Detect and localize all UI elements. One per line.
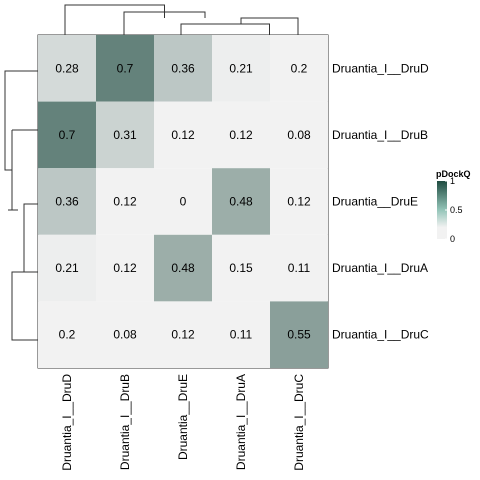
heatmap-cell [38, 168, 96, 235]
heatmap-cells [38, 35, 328, 368]
column-dendrogram-branch [240, 17, 299, 35]
heatmap-cell [212, 301, 270, 368]
heatmap-cell [96, 35, 154, 102]
column-dendrogram-branch [180, 23, 270, 35]
row-label: Druantia_I__DruD [332, 61, 429, 75]
legend-tick-label: 1 [450, 176, 455, 186]
heatmap-cell-value: 0.12 [171, 128, 195, 142]
heatmap-cell-value: 0.55 [287, 328, 311, 342]
heatmap-cell [154, 234, 212, 302]
row-label: Druantia_I__DruA [332, 261, 428, 275]
heatmap-cell-value: 0.12 [287, 195, 311, 209]
heatmap-cell [154, 101, 212, 169]
row-dendrogram [4, 70, 38, 341]
heatmap-cell-value: 0.11 [230, 328, 253, 342]
row-label: Druantia__DruE [332, 195, 418, 209]
heatmap-cell-value: 0.2 [59, 328, 76, 342]
heatmap-cell [38, 35, 96, 102]
heatmap-cell [38, 101, 96, 169]
column-label: Druantia_I__DruC [292, 374, 306, 471]
column-label: Druantia_I__DruD [60, 374, 74, 471]
heatmap-cell [270, 301, 328, 368]
heatmap-cell-value: 0.21 [55, 261, 79, 275]
heatmap-cell-value: 0.48 [229, 195, 253, 209]
heatmap-cell [154, 168, 212, 235]
heatmap-cell [96, 234, 154, 302]
heatmap-cell-value: 0.2 [291, 61, 308, 75]
column-dendrogram [64, 4, 299, 35]
heatmap-cell-value: 0.12 [113, 195, 137, 209]
heatmap-cell-value: 0.7 [59, 128, 76, 142]
row-label: Druantia_I__DruC [332, 328, 429, 342]
row-dendrogram-branch [4, 70, 38, 171]
heatmap-cell [96, 168, 154, 235]
heatmap-cell-value: 0.36 [171, 61, 195, 75]
legend-ticks: 10.50 [445, 176, 463, 244]
heatmap-cell [38, 301, 96, 368]
heatmap-cell-value: 0 [180, 195, 187, 209]
heatmap-cell [38, 234, 96, 302]
heatmap-cell-value: 0.11 [288, 261, 311, 275]
legend-title: pDockQ [436, 169, 471, 179]
heatmap-cell [212, 35, 270, 102]
heatmap-cell [212, 101, 270, 169]
heatmap-cell [154, 35, 212, 102]
heatmap-cell-value: 0.08 [113, 328, 137, 342]
heatmap-cell-value: 0.15 [229, 261, 253, 275]
row-dendrogram-branch [8, 130, 18, 211]
column-dendrogram-branch [123, 11, 206, 18]
color-legend: pDockQ 10.50 [436, 169, 471, 244]
heatmap-cell [96, 101, 154, 169]
heatmap-cell [212, 234, 270, 302]
legend-tick-label: 0.5 [450, 205, 463, 215]
heatmap-cell-value: 0.36 [55, 195, 79, 209]
heatmap-cell [212, 168, 270, 235]
heatmap-cell [270, 168, 328, 235]
column-label: Druantia_I__DruA [234, 374, 248, 470]
heatmap-cell-labels: 0.28 0.7 0.36 0.21 0.2 0.7 0.31 0.12 0.12 0.08 0.3… [55, 61, 311, 341]
heatmap-cell [154, 301, 212, 368]
column-label: Druantia__DruE [176, 374, 190, 460]
legend-colorbar [437, 181, 447, 239]
heatmap-cell-value: 0.21 [229, 61, 253, 75]
heatmap-body: 0.28 0.7 0.36 0.21 0.2 0.7 0.31 0.12 0.12 0.08 0.3… [37, 34, 329, 369]
heatmap-cell-value: 0.08 [287, 128, 311, 142]
heatmap-cell [270, 35, 328, 102]
row-label: Druantia_I__DruB [332, 128, 428, 142]
legend-tick-label: 0 [450, 234, 455, 244]
heatmap-cell-value: 0.28 [55, 61, 79, 75]
heatmap-cell [96, 301, 154, 368]
heatmap-cell-value: 0.7 [117, 61, 134, 75]
heatmap-cell-value: 0.12 [171, 328, 195, 342]
heatmap-cell-value: 0.12 [229, 128, 253, 142]
heatmap-cell-value: 0.48 [171, 261, 195, 275]
column-labels: Druantia_I__DruD Druantia_I__DruB Druantia… [60, 374, 306, 471]
heatmap-cell [270, 234, 328, 302]
heatmap-cell [270, 101, 328, 169]
heatmap-cell-value: 0.31 [113, 128, 137, 142]
column-label: Druantia_I__DruB [118, 374, 132, 470]
heatmap-cell-value: 0.12 [113, 261, 137, 275]
row-dendrogram-branch [11, 203, 38, 341]
row-labels: Druantia_I__DruD Druantia_I__DruB Druantia… [332, 61, 429, 341]
